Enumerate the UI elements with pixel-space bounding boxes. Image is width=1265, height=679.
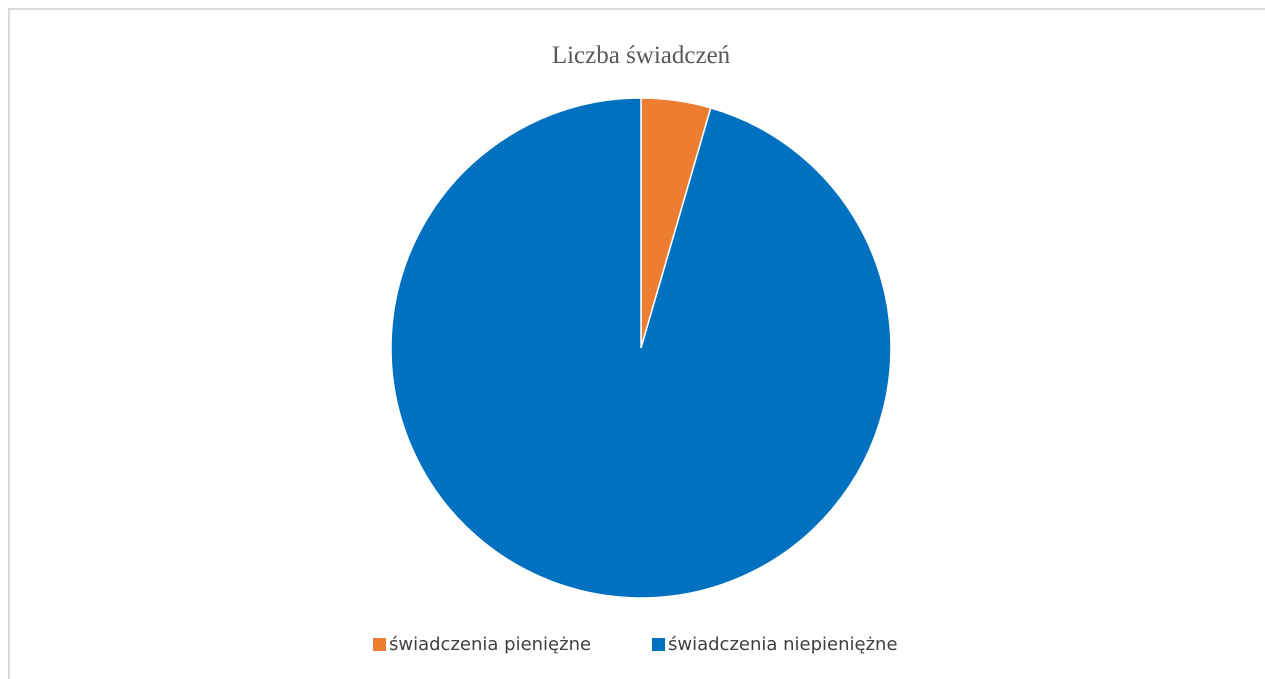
chart-legend: świadczenia pieniężne świadczenia niepien…: [373, 634, 898, 655]
chart-title: Liczba świadczeń: [552, 42, 731, 69]
legend-swatch-2: [652, 638, 665, 651]
pie-slice-2: [390, 97, 892, 599]
pie-slices: [390, 97, 892, 599]
legend-label-2: świadczenia niepieniężne: [668, 634, 898, 655]
legend-label-1: świadczenia pieniężne: [389, 634, 591, 655]
legend-swatch-1: [373, 638, 386, 651]
